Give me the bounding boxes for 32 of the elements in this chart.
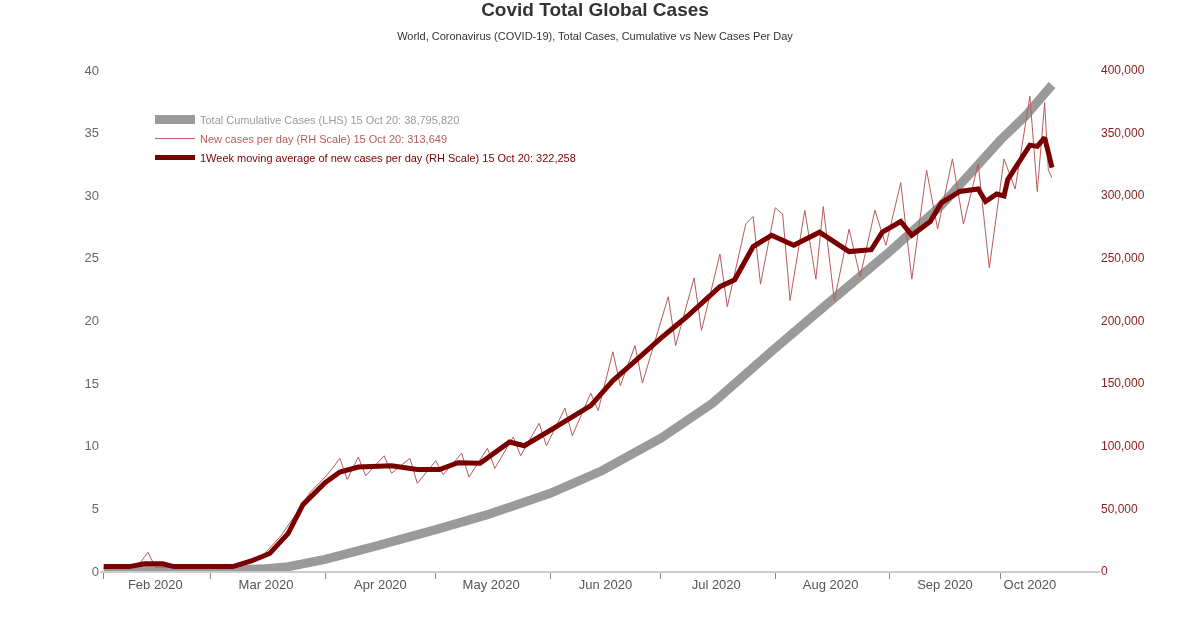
x-tick-label: Feb 2020 xyxy=(127,576,183,592)
legend-label: Total Cumulative Cases (LHS) 15 Oct 20: 38,795,820 xyxy=(200,113,460,126)
y-tick-label: 35 xyxy=(84,125,99,141)
y-tick-label: 40 xyxy=(84,62,99,78)
x-tick-label: May 2020 xyxy=(462,576,520,592)
x-tick-label: Jun 2020 xyxy=(578,576,633,592)
y-tick-label: 10 xyxy=(84,438,99,454)
y2-tick-label: 50,000 xyxy=(1101,501,1139,516)
chart-subtitle: World, Coronavirus (COVID-19), Total Cases, Cumulative vs New Cases Per Day xyxy=(397,30,794,43)
y2-tick-label: 200,000 xyxy=(1101,313,1145,328)
chart-title: Covid Total Global Cases xyxy=(481,0,709,20)
y2-tick-label: 250,000 xyxy=(1101,251,1145,266)
y-tick-label: 30 xyxy=(84,187,99,203)
y2-tick-label: 350,000 xyxy=(1101,125,1145,140)
x-tick-label: Mar 2020 xyxy=(238,576,294,592)
y-tick-label: 15 xyxy=(84,375,99,391)
y2-tick-label: 100,000 xyxy=(1101,438,1145,453)
legend-label: New cases per day (RH Scale) 15 Oct 20: 313,649 xyxy=(200,132,448,145)
x-tick-label: Aug 2020 xyxy=(802,576,859,592)
y-tick-label: 5 xyxy=(91,500,99,516)
x-tick-label: Sep 2020 xyxy=(917,576,973,592)
y-tick-label: 0 xyxy=(91,563,99,579)
x-tick-label: Jul 2020 xyxy=(691,576,741,592)
x-tick-label: Oct 2020 xyxy=(1003,576,1057,592)
y-tick-label: 20 xyxy=(84,313,99,329)
y2-tick-label: 0 xyxy=(1101,564,1108,579)
y2-tick-label: 150,000 xyxy=(1101,376,1145,391)
x-tick-label: Apr 2020 xyxy=(354,576,407,592)
legend-label: 1Week moving average of new cases per day (RH Scale) 15 Oct 20: 322,258 xyxy=(200,151,576,164)
y-tick-label: 25 xyxy=(84,250,99,266)
y2-tick-label: 300,000 xyxy=(1101,188,1145,203)
y2-tick-label: 400,000 xyxy=(1101,63,1145,78)
